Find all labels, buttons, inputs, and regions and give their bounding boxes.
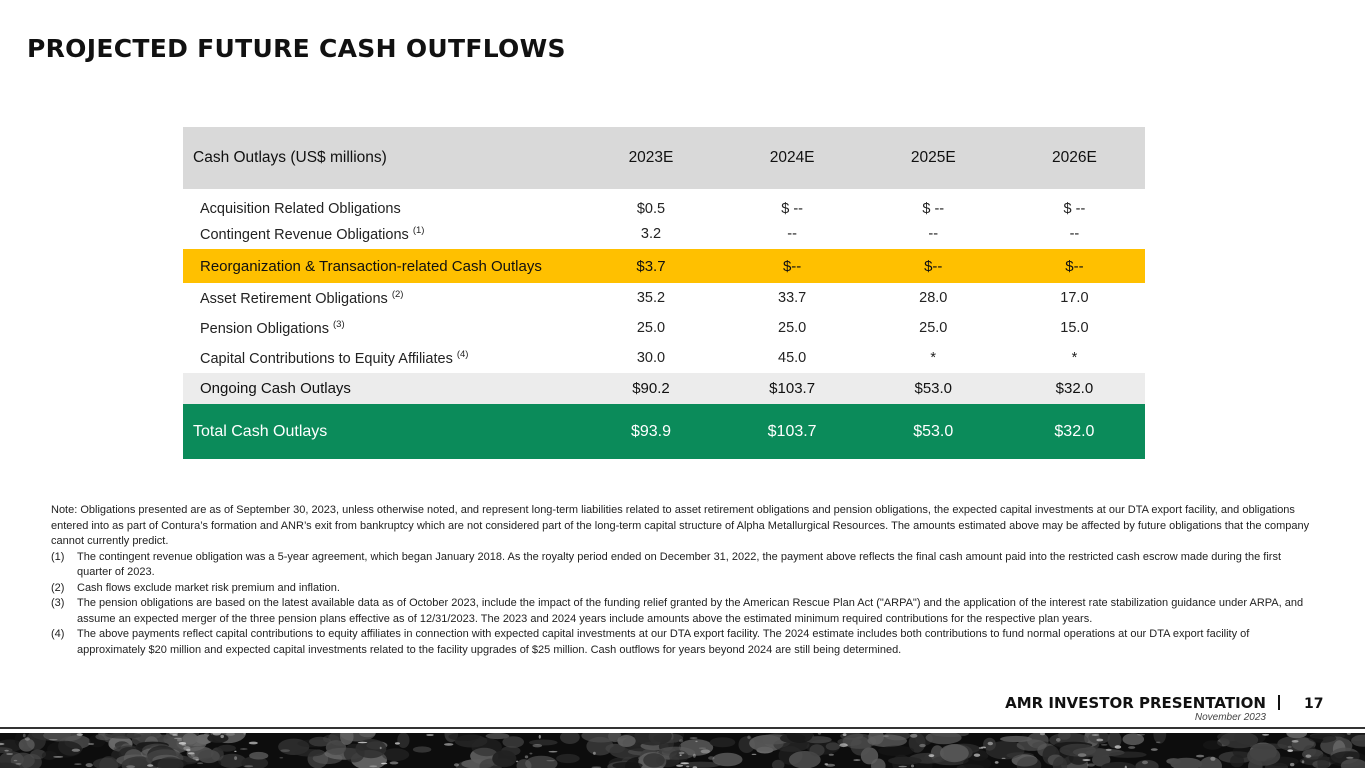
footnote-number: (3) bbox=[51, 597, 65, 609]
cell-value: 35.2 bbox=[636, 290, 666, 306]
footnote-number: (4) bbox=[51, 628, 65, 640]
cell-value: $3.7 bbox=[636, 257, 666, 275]
total-value: $32.0 bbox=[1054, 422, 1095, 440]
table-row-total: Total Cash Outlays $93.9 $103.7 $53.0 $3… bbox=[183, 404, 1145, 459]
cell-value: -- bbox=[1069, 226, 1080, 242]
cell-value: 25.0 bbox=[778, 320, 807, 336]
cell-value: $ -- bbox=[922, 201, 945, 217]
footer-brand-title: AMR INVESTOR PRESENTATION bbox=[1005, 694, 1266, 712]
column-header-label: Cash Outlays (US$ millions) bbox=[193, 149, 387, 166]
footnote-text: The above payments reflect capital contr… bbox=[77, 628, 1250, 656]
footnote-marker: (1) bbox=[412, 225, 425, 236]
footnote-item: (3) The pension obligations are based on… bbox=[51, 596, 1311, 627]
cell-value: 3.2 bbox=[640, 226, 662, 242]
table-row-pension: Pension Obligations (3) 25.0 25.0 25.0 1… bbox=[183, 313, 1145, 343]
footnote-text: Cash flows exclude market risk premium a… bbox=[77, 581, 340, 594]
cell-value: $ -- bbox=[781, 201, 803, 217]
footnote-marker: (3) bbox=[333, 319, 345, 330]
column-header-2025e: 2025E bbox=[910, 149, 956, 166]
footnotes-section: Note: Obligations presented are as of Se… bbox=[51, 503, 1311, 658]
total-value: $103.7 bbox=[767, 422, 817, 440]
table-row-contingent-revenue: Contingent Revenue Obligations (1) 3.2 -… bbox=[183, 219, 1145, 249]
page-title: PROJECTED FUTURE CASH OUTFLOWS bbox=[27, 34, 566, 63]
cell-value: $-- bbox=[1065, 257, 1084, 275]
row-label: Acquisition Related Obligations bbox=[200, 201, 401, 217]
cell-value: $53.0 bbox=[914, 380, 953, 397]
row-label: Asset Retirement Obligations (2) bbox=[200, 289, 404, 307]
footnote-text: The pension obligations are based on the… bbox=[77, 597, 1304, 625]
table-header-row: Cash Outlays (US$ millions) 2023E 2024E … bbox=[183, 127, 1145, 189]
footnote-item: (4) The above payments reflect capital c… bbox=[51, 627, 1311, 658]
row-label: Reorganization & Transaction-related Cas… bbox=[200, 257, 542, 275]
table-row-capital-contributions: Capital Contributions to Equity Affiliat… bbox=[183, 343, 1145, 373]
footnote-marker: (2) bbox=[391, 289, 404, 300]
footer-divider bbox=[1278, 695, 1280, 710]
row-label: Ongoing Cash Outlays bbox=[200, 380, 351, 397]
cell-value: 25.0 bbox=[636, 320, 666, 336]
cell-value: * bbox=[930, 350, 937, 366]
table-row-acquisition: Acquisition Related Obligations $0.5 $ -… bbox=[183, 189, 1145, 219]
column-header-2026e: 2026E bbox=[1052, 149, 1097, 166]
cell-value: 28.0 bbox=[919, 290, 948, 306]
footnote-number: (2) bbox=[51, 581, 65, 594]
table-row-asset-retirement: Asset Retirement Obligations (2) 35.2 33… bbox=[183, 283, 1145, 313]
footer-date: November 2023 bbox=[1194, 712, 1266, 723]
cell-value: -- bbox=[928, 226, 939, 242]
footer-rule bbox=[0, 727, 1365, 729]
cell-value: 25.0 bbox=[919, 320, 948, 336]
total-value: $53.0 bbox=[913, 422, 954, 440]
cell-value: $90.2 bbox=[632, 380, 670, 397]
total-value: $93.9 bbox=[630, 422, 671, 440]
footnote-item: (2) Cash flows exclude market risk premi… bbox=[51, 581, 1311, 597]
footnote-number: (1) bbox=[51, 550, 65, 563]
row-label: Contingent Revenue Obligations (1) bbox=[200, 225, 425, 243]
page-number: 17 bbox=[1304, 696, 1324, 712]
footnote-text: The contingent revenue obligation was a … bbox=[77, 550, 1281, 579]
cell-value: -- bbox=[787, 226, 797, 242]
cell-value: * bbox=[1071, 350, 1078, 366]
row-label: Capital Contributions to Equity Affiliat… bbox=[200, 349, 469, 367]
cell-value: 17.0 bbox=[1060, 290, 1089, 306]
total-label: Total Cash Outlays bbox=[193, 422, 328, 440]
cell-value: 15.0 bbox=[1060, 320, 1089, 336]
footnote-marker: (4) bbox=[456, 349, 469, 360]
footnote-item: (1) The contingent revenue obligation wa… bbox=[51, 550, 1311, 581]
cell-value: $-- bbox=[924, 257, 943, 275]
cell-value: $103.7 bbox=[769, 380, 816, 397]
note-intro: Note: Obligations presented are as of Se… bbox=[51, 504, 1310, 547]
table-row-reorganization-highlight: Reorganization & Transaction-related Cas… bbox=[183, 249, 1145, 283]
cell-value: $ -- bbox=[1063, 201, 1086, 217]
column-header-2024e: 2024E bbox=[769, 149, 815, 166]
cell-value: 30.0 bbox=[636, 350, 666, 366]
cash-outlays-table: Cash Outlays (US$ millions) 2023E 2024E … bbox=[183, 127, 1145, 459]
coal-banner-image bbox=[0, 733, 1365, 768]
column-header-2023e: 2023E bbox=[628, 149, 674, 166]
cash-outlays-table-container: Cash Outlays (US$ millions) 2023E 2024E … bbox=[183, 127, 1145, 459]
row-label: Pension Obligations (3) bbox=[200, 319, 345, 337]
cell-value: 33.7 bbox=[778, 290, 807, 306]
cell-value: 45.0 bbox=[778, 350, 807, 366]
cell-value: $32.0 bbox=[1055, 380, 1094, 397]
table-row-ongoing-subtotal: Ongoing Cash Outlays $90.2 $103.7 $53.0 … bbox=[183, 373, 1145, 404]
coal-texture bbox=[0, 733, 1365, 768]
cell-value: $0.5 bbox=[636, 201, 666, 217]
cell-value: $-- bbox=[782, 257, 802, 275]
